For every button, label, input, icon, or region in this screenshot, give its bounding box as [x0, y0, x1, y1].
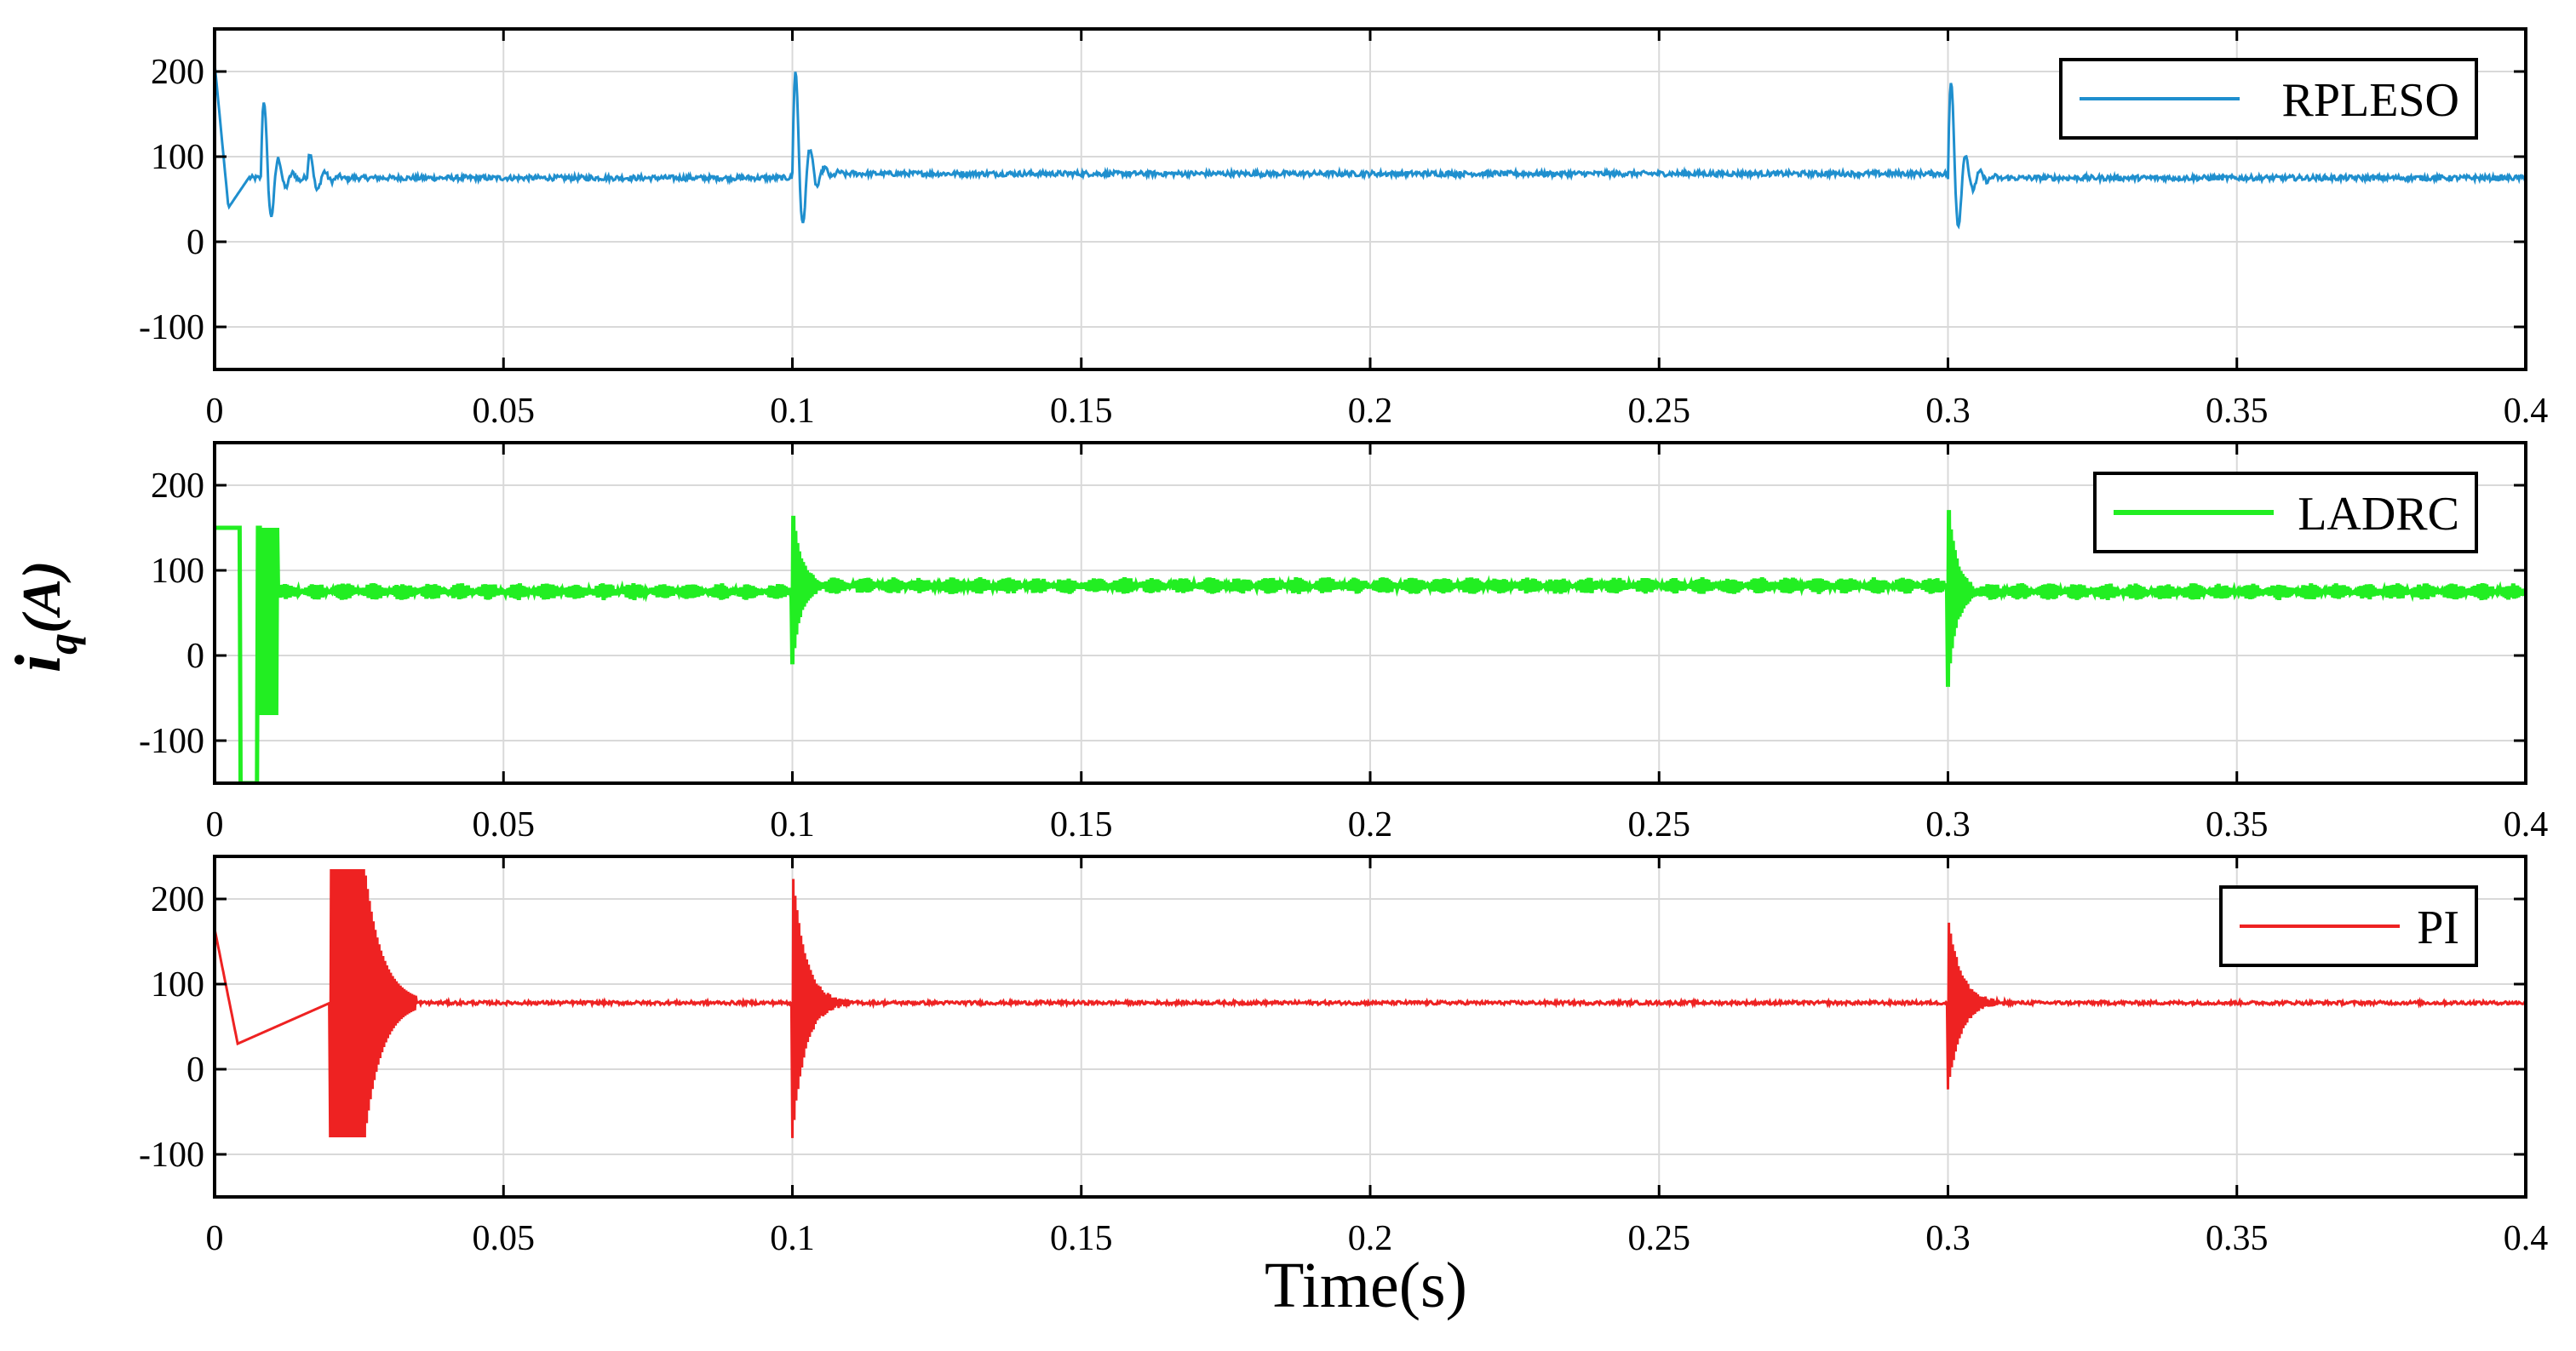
grid	[214, 856, 2527, 1197]
x-axis-label: Time(s)	[1265, 1250, 1467, 1321]
legend: PI	[2219, 885, 2478, 967]
y-tick-label: 100	[151, 138, 204, 177]
x-tick-label: 0.1	[770, 1219, 815, 1258]
series-line-rpleso	[215, 62, 2526, 230]
y-tick-label: 200	[151, 880, 204, 919]
x-tick-label: 0.05	[473, 392, 536, 431]
legend-label: LADRC	[2298, 488, 2459, 541]
series-line-pi	[215, 868, 2526, 1138]
svg-text:iq(A): iq(A)	[3, 561, 86, 673]
x-tick-label: 0.05	[473, 805, 536, 844]
x-tick-label: 0.25	[1628, 1219, 1691, 1258]
y-axis-label-main: i	[3, 655, 74, 673]
y-axis-label-sub: q	[38, 633, 86, 655]
panel-pi: 0 0.05 0.1 0.15 0.2 0.25 0.3 0.35 0.4 200 100 0 -100…	[139, 855, 2549, 1258]
x-tick-label: 0.1	[770, 392, 815, 431]
x-tick-label: 0.3	[1925, 805, 1971, 844]
x-tick-label: 0.35	[2206, 805, 2269, 844]
legend-label: RPLESO	[2282, 74, 2460, 127]
x-tick-label: 0.1	[770, 805, 815, 844]
x-tick-label: 0.15	[1050, 1219, 1113, 1258]
y-tick-label: 0	[186, 1050, 204, 1090]
x-tick-label: 0	[206, 805, 224, 844]
x-tick-label: 0.4	[2504, 392, 2549, 431]
y-tick-label: 100	[151, 965, 204, 1005]
x-tick-label: 0.3	[1925, 1219, 1971, 1258]
x-tick-label: 0.15	[1050, 805, 1113, 844]
x-tick-label: 0.25	[1628, 392, 1691, 431]
y-tick-label: 100	[151, 552, 204, 591]
x-tick-label: 0.25	[1628, 805, 1691, 844]
x-tick-label: 0.2	[1348, 805, 1393, 844]
x-tick-label: 0	[206, 1219, 224, 1258]
y-tick-label: 200	[151, 467, 204, 506]
series-line-ladrc	[215, 510, 2526, 783]
x-tick-label: 0.2	[1348, 1219, 1393, 1258]
y-axis-label: iq(A)	[3, 561, 86, 673]
legend: RPLESO	[2059, 58, 2478, 140]
y-axis-label-unit: (A)	[11, 561, 72, 633]
panel-ladrc: 0 0.05 0.1 0.15 0.2 0.25 0.3 0.35 0.4 200 100 0 -100…	[139, 441, 2549, 844]
x-tick-label: 0.05	[473, 1219, 536, 1258]
legend-label: PI	[2417, 902, 2459, 954]
x-tick-label: 0.35	[2206, 392, 2269, 431]
x-tick-label: 0.15	[1050, 392, 1113, 431]
y-tick-label: -100	[139, 722, 204, 761]
y-tick-label: 200	[151, 53, 204, 92]
panel-rpleso: 0 0.05 0.1 0.15 0.2 0.25 0.3 0.35 0.4 200 100 0 -100…	[139, 27, 2549, 431]
y-tick-label: 0	[186, 223, 204, 262]
x-tick-label: 0.35	[2206, 1219, 2269, 1258]
y-tick-label: 0	[186, 637, 204, 676]
y-tick-label: -100	[139, 1136, 204, 1175]
legend: LADRC	[2093, 472, 2478, 553]
x-tick-label: 0.3	[1925, 392, 1971, 431]
y-tick-label: -100	[139, 308, 204, 347]
x-tick-label: 0.4	[2504, 805, 2549, 844]
x-tick-label: 0.4	[2504, 1219, 2549, 1258]
x-tick-label: 0.2	[1348, 392, 1393, 431]
x-tick-label: 0	[206, 392, 224, 431]
